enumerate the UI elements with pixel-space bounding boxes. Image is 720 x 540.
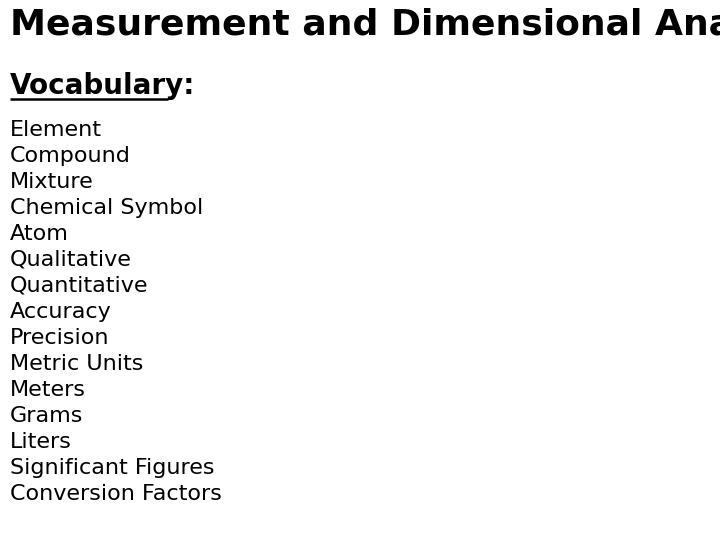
Text: Qualitative: Qualitative xyxy=(10,250,132,270)
Text: Precision: Precision xyxy=(10,328,109,348)
Text: Metric Units: Metric Units xyxy=(10,354,143,374)
Text: Element: Element xyxy=(10,120,102,140)
Text: Meters: Meters xyxy=(10,380,86,400)
Text: Atom: Atom xyxy=(10,224,69,244)
Text: Conversion Factors: Conversion Factors xyxy=(10,484,222,504)
Text: Grams: Grams xyxy=(10,406,84,426)
Text: Vocabulary:: Vocabulary: xyxy=(10,72,195,100)
Text: Liters: Liters xyxy=(10,432,72,452)
Text: Mixture: Mixture xyxy=(10,172,94,192)
Text: Compound: Compound xyxy=(10,146,131,166)
Text: Measurement and Dimensional Analysis: Measurement and Dimensional Analysis xyxy=(10,8,720,42)
Text: Chemical Symbol: Chemical Symbol xyxy=(10,198,203,218)
Text: Significant Figures: Significant Figures xyxy=(10,458,215,478)
Text: Accuracy: Accuracy xyxy=(10,302,112,322)
Text: Quantitative: Quantitative xyxy=(10,276,148,296)
